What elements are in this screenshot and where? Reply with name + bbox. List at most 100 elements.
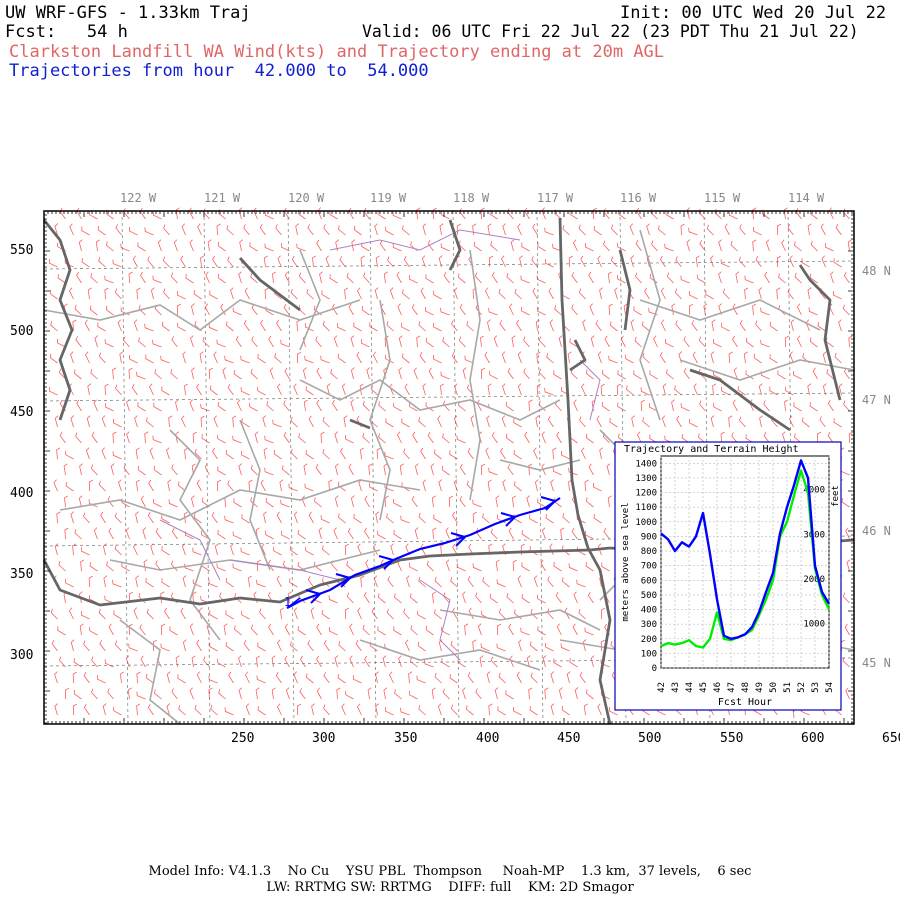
inset-y-tick: 100 [641, 649, 657, 659]
meridian-line [369, 210, 377, 725]
inset-feet-tick: 3000 [803, 530, 825, 540]
county-boundary [469, 249, 481, 501]
state-border [349, 418, 371, 430]
state-border [689, 368, 791, 432]
state-border [798, 264, 842, 401]
longitude-label: 117 W [537, 191, 574, 205]
inset-title: Trajectory and Terrain Height [624, 444, 799, 455]
trajectory-arrow [450, 532, 466, 547]
inset-x-tick: 54 [825, 682, 835, 693]
init-time: Init: 00 UTC Wed 20 Jul 22 [620, 3, 887, 23]
x-grid-label: 250 [231, 731, 254, 746]
state-border [42, 219, 74, 421]
inset-x-tick: 47 [727, 682, 737, 693]
x-grid-label: 350 [394, 731, 417, 746]
trajectory-arrow [305, 589, 321, 604]
state-border [448, 219, 462, 271]
longitude-label: 120 W [288, 191, 325, 205]
inset-feet-tick: 2000 [803, 575, 825, 585]
inset-y-tick: 1400 [635, 459, 657, 469]
forecast-hour: Fcst: 54 h [5, 22, 128, 42]
longitude-label: 122 W [120, 191, 157, 205]
y-grid-label: 450 [10, 405, 33, 420]
x-grid-label: 300 [312, 731, 335, 746]
inset-x-tick: 53 [811, 682, 821, 693]
inset-y-tick: 500 [641, 591, 657, 601]
latitude-label: 46 N [862, 524, 891, 538]
valid-time: Valid: 06 UTC Fri 22 Jul 22 (23 PDT Thu … [362, 22, 859, 41]
trajectory-start-label: 1 [284, 595, 291, 609]
map-labels: 122 W 121 W 120 W 119 W 118 W 117 W 116 W 115 W… [10, 191, 900, 746]
county-boundary [679, 359, 855, 381]
inset-x-tick: 42 [657, 682, 667, 693]
river [329, 229, 521, 251]
inset-x-tick: 50 [769, 682, 779, 693]
parallel-line [43, 260, 855, 270]
state-border [569, 339, 587, 372]
x-grid-label: 650 [882, 731, 900, 746]
river [229, 559, 341, 581]
inset-x-tick: 48 [741, 682, 751, 693]
county-boundary [499, 459, 581, 471]
county-boundary [359, 639, 541, 671]
inset-y-tick: 0 [652, 664, 657, 674]
meridian-line [203, 210, 211, 725]
inset-y-tick: 1000 [635, 518, 657, 528]
inset-x-label: Fcst Hour [718, 697, 772, 708]
inset-x-tick: 44 [685, 682, 695, 693]
trajectory-path: 1 [284, 496, 561, 609]
inset-x-tick: 43 [671, 682, 681, 693]
state-border [42, 546, 611, 607]
y-grid-label: 300 [10, 648, 33, 663]
map-frame [43, 210, 855, 725]
map-border [43, 210, 855, 725]
x-grid-label: 450 [557, 731, 580, 746]
series-line-trajectory [660, 459, 831, 640]
state-border [618, 249, 632, 331]
x-grid-label: 500 [638, 731, 661, 746]
parallel-line [43, 392, 855, 402]
inset-y-tick: 1100 [635, 503, 657, 513]
x-grid-label: 600 [801, 731, 824, 746]
longitude-label: 119 W [370, 191, 407, 205]
plot-subtitle: Clarkston Landfill WA Wind(kts) and Traj… [9, 42, 665, 62]
inset-y-label-left: meters above sea level [621, 502, 631, 621]
meridian-line [452, 210, 460, 725]
county-boundary [169, 429, 221, 641]
y-grid-label: 350 [10, 567, 33, 582]
y-grid-label: 550 [10, 243, 33, 258]
county-boundary [439, 609, 601, 631]
inset-x-tick: 52 [797, 682, 807, 693]
county-boundary [119, 619, 181, 725]
trajectory-arrow [540, 496, 556, 511]
trajectory-range: Trajectories from hour 42.000 to 54.000 [9, 61, 429, 81]
inset-x-tick: 45 [699, 682, 709, 693]
inset-y-tick: 1300 [635, 474, 657, 484]
x-grid-label: 400 [476, 731, 499, 746]
trajectory-start-tick [286, 597, 301, 609]
county-boundary [639, 299, 821, 331]
county-boundary [369, 299, 391, 521]
county-boundary [299, 249, 321, 351]
inset-feet-tick: 1000 [803, 619, 825, 629]
county-boundary [239, 419, 271, 571]
meridian-line [536, 210, 544, 725]
river [579, 359, 601, 421]
state-border [558, 217, 612, 725]
inset-y-tick: 900 [641, 532, 657, 542]
county-boundary [43, 299, 361, 331]
longitude-label: 115 W [704, 191, 741, 205]
meridian-line [121, 210, 129, 725]
longitude-label: 114 W [788, 191, 825, 205]
inset-y-tick: 200 [641, 635, 657, 645]
river [159, 519, 221, 581]
inset-x-tick: 51 [783, 682, 793, 693]
inset-y-tick: 700 [641, 562, 657, 572]
plot-title: UW WRF-GFS - 1.33km Traj [5, 3, 251, 23]
footer-physics-info: LW: RRTMG SW: RRTMG DIFF: full KM: 2D Sm… [266, 880, 634, 895]
x-grid-label: 550 [720, 731, 743, 746]
meridian-line [287, 210, 295, 725]
inset-x-tick: 46 [713, 682, 723, 693]
river [419, 579, 461, 661]
